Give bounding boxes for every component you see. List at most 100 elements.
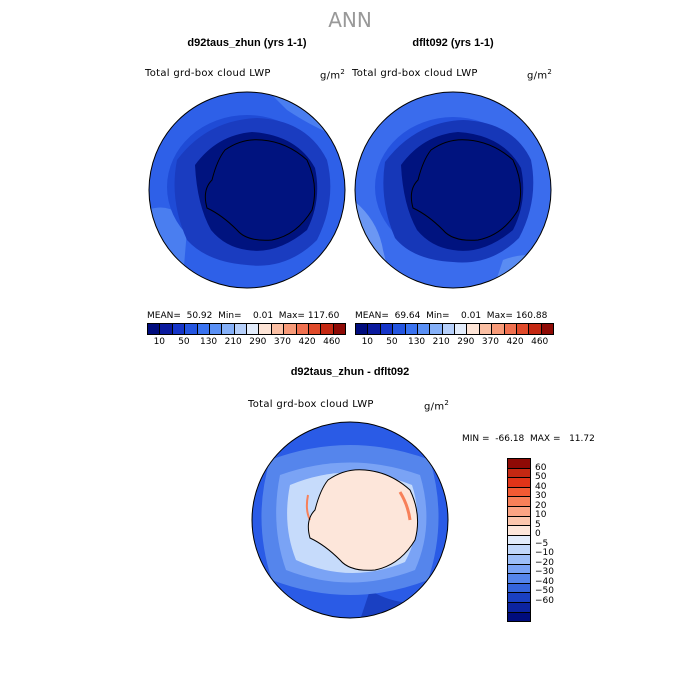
diff-colorbar-swatch xyxy=(508,478,530,488)
diff-colorbar xyxy=(507,458,531,622)
diff-panel-units: g/m2 xyxy=(424,399,450,413)
diff-colorbar-swatch xyxy=(508,583,530,594)
diff-colorbar-tick-label: 10 xyxy=(535,510,547,521)
diff-colorbar-tick-label: −20 xyxy=(535,557,554,568)
colorbar-tick-label: 370 xyxy=(273,337,292,347)
diff-colorbar-swatch xyxy=(508,468,530,479)
diff-colorbar-swatch xyxy=(508,535,530,546)
diff-colorbar-tick-label: −5 xyxy=(535,538,549,549)
panel1-title: d92taus_zhun (yrs 1-1) xyxy=(187,37,307,49)
diff-colorbar-swatch xyxy=(508,497,530,507)
diff-colorbar-tick-label: 0 xyxy=(535,529,541,540)
colorbar-swatch xyxy=(393,324,406,334)
colorbar-swatch xyxy=(284,324,297,334)
colorbar-tick-label: 210 xyxy=(224,337,242,347)
diff-colorbar-tick-label: 20 xyxy=(535,500,547,511)
diff-panel-variable-label: Total grd-box cloud LWP xyxy=(248,399,374,410)
panel2-polar-map xyxy=(354,91,552,289)
diff-colorbar-tick-label: −10 xyxy=(535,548,554,559)
diff-colorbar-swatch xyxy=(508,574,530,584)
colorbar-tick-label: 370 xyxy=(481,337,500,347)
colorbar-swatch xyxy=(321,324,334,334)
colorbar-swatch xyxy=(172,324,186,334)
diff-colorbar-tick-label: 50 xyxy=(535,472,547,483)
diff-panel-stats: MIN = -66.18 MAX = 11.72 xyxy=(462,434,595,444)
diff-colorbar-tick-label: −30 xyxy=(535,567,554,578)
diff-colorbar-swatch xyxy=(508,516,530,527)
diff-colorbar-swatch xyxy=(508,545,530,555)
panel2-colorbar-labels: 10 50 130 210 290 370 420 460 xyxy=(355,337,552,349)
diff-colorbar-tick-label: 30 xyxy=(535,491,547,502)
diff-colorbar-tick-label: 5 xyxy=(535,519,541,530)
colorbar-swatch xyxy=(160,324,173,334)
diff-colorbar-tick-label: −40 xyxy=(535,576,554,587)
colorbar-swatch xyxy=(234,324,247,334)
panel1-units: g/m2 xyxy=(320,68,346,82)
colorbar-tick-label: 10 xyxy=(153,337,166,347)
colorbar-swatch xyxy=(209,324,223,334)
diff-colorbar-swatch xyxy=(508,593,530,603)
panel2-title: dflt092 (yrs 1-1) xyxy=(412,37,494,49)
colorbar-swatch xyxy=(185,324,198,334)
diff-colorbar-swatch xyxy=(508,602,530,613)
colorbar-tick-label: 460 xyxy=(323,337,341,347)
colorbar-tick-label: 130 xyxy=(407,337,426,347)
diff-colorbar-swatch xyxy=(508,526,530,536)
colorbar-tick-label: 460 xyxy=(531,337,549,347)
panel1-polar-map xyxy=(148,91,346,289)
colorbar-swatch xyxy=(368,324,381,334)
colorbar-swatch xyxy=(479,324,493,334)
colorbar-swatch xyxy=(492,324,505,334)
panel1-colorbar-labels: 10 50 130 210 290 370 420 460 xyxy=(147,337,344,349)
colorbar-swatch xyxy=(504,324,517,334)
panel1-colorbar xyxy=(147,323,346,335)
diff-colorbar-tick-label: −50 xyxy=(535,586,554,597)
diff-colorbar-swatch xyxy=(508,554,530,565)
colorbar-swatch xyxy=(529,324,542,334)
panel1-antarctica-interior xyxy=(195,132,318,251)
colorbar-swatch xyxy=(222,324,235,334)
diff-colorbar-tick-label: 40 xyxy=(535,481,547,492)
colorbar-swatch xyxy=(467,324,480,334)
colorbar-tick-label: 50 xyxy=(386,337,398,347)
colorbar-tick-label: 10 xyxy=(361,337,374,347)
diff-polar-map xyxy=(251,421,449,619)
diff-colorbar-swatch xyxy=(508,487,530,498)
colorbar-swatch xyxy=(380,324,394,334)
colorbar-tick-label: 420 xyxy=(506,337,524,347)
colorbar-tick-label: 420 xyxy=(298,337,316,347)
panel1-stats: MEAN= 50.92 Min= 0.01 Max= 117.60 xyxy=(147,311,340,321)
colorbar-swatch xyxy=(148,324,161,334)
colorbar-swatch xyxy=(405,324,418,334)
colorbar-swatch xyxy=(455,324,468,334)
colorbar-tick-label: 290 xyxy=(457,337,475,347)
diff-colorbar-labels: 60 50 40 30 20 10 5 0 −5 −10 −20 −30 −40 −50 −60 xyxy=(535,458,565,620)
colorbar-tick-label: 290 xyxy=(249,337,267,347)
figure-title: ANN xyxy=(328,8,372,32)
diff-colorbar-tick-label: 60 xyxy=(535,462,547,473)
colorbar-swatch xyxy=(308,324,322,334)
colorbar-tick-label: 50 xyxy=(178,337,190,347)
diff-colorbar-swatch xyxy=(508,459,530,469)
diff-colorbar-swatch xyxy=(508,564,530,575)
colorbar-tick-label: 130 xyxy=(199,337,218,347)
panel2-variable-label: Total grd-box cloud LWP xyxy=(352,68,478,79)
colorbar-swatch xyxy=(333,324,345,334)
colorbar-tick-label: 210 xyxy=(432,337,450,347)
panel2-units: g/m2 xyxy=(527,68,553,82)
diff-colorbar-tick-label: −60 xyxy=(535,595,554,606)
diff-panel-title: d92taus_zhun - dflt092 xyxy=(290,366,410,378)
colorbar-swatch xyxy=(271,324,285,334)
colorbar-swatch xyxy=(259,324,272,334)
colorbar-swatch xyxy=(417,324,431,334)
colorbar-swatch xyxy=(442,324,455,334)
panel2-stats: MEAN= 69.64 Min= 0.01 Max= 160.88 xyxy=(355,311,548,321)
colorbar-swatch xyxy=(541,324,553,334)
colorbar-swatch xyxy=(296,324,309,334)
panel2-colorbar xyxy=(355,323,554,335)
colorbar-swatch xyxy=(516,324,530,334)
colorbar-swatch xyxy=(430,324,443,334)
colorbar-swatch xyxy=(356,324,369,334)
diff-antarctica-field xyxy=(308,469,418,571)
colorbar-swatch xyxy=(197,324,210,334)
